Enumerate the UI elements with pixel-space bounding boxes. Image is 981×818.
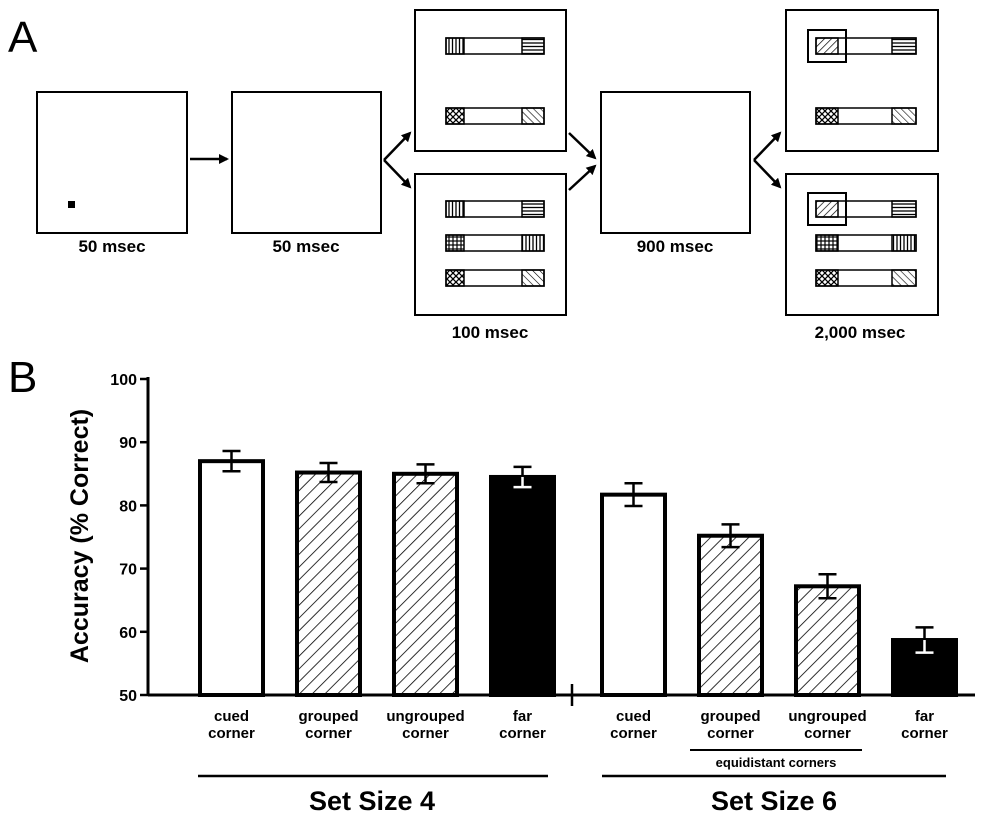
category-label: cued [616, 708, 651, 725]
category-label: corner [804, 725, 851, 742]
y-tick-label: 100 [110, 372, 137, 389]
arrow-branch-down [383, 159, 412, 189]
frame-display-set6 [414, 173, 567, 316]
frame-blank-1 [231, 91, 382, 234]
bar [794, 584, 861, 698]
bar [489, 474, 556, 697]
probe-box [807, 192, 847, 226]
y-tick-label: 70 [119, 562, 137, 579]
duration-label-3: 100 msec [452, 323, 529, 342]
bar [198, 459, 265, 697]
frame-probe-set4 [785, 9, 939, 152]
group-label: Set Size 6 [711, 786, 837, 816]
category-label: far [513, 708, 532, 725]
category-label: corner [707, 725, 754, 742]
panel-b-label: B [8, 353, 37, 402]
probe-box [807, 29, 847, 63]
category-label: ungrouped [386, 708, 464, 725]
arrow-branch-up-2 [753, 131, 782, 161]
bar [392, 471, 459, 697]
y-tick-label: 90 [119, 435, 137, 452]
arrow-merge-up [568, 164, 597, 191]
bar [697, 533, 764, 698]
duration-label-4: 900 msec [637, 237, 714, 256]
frame-display-set4 [414, 9, 567, 152]
y-tick-label: 80 [119, 498, 137, 515]
arrow-branch-down-2 [753, 159, 782, 189]
category-label: corner [499, 725, 546, 742]
frame-blank-2 [600, 91, 751, 234]
category-label: corner [305, 725, 352, 742]
y-tick-label: 60 [119, 625, 137, 642]
subgroup-label: equidistant corners [716, 755, 837, 770]
group-label: Set Size 4 [309, 786, 435, 816]
duration-label-1: 50 msec [78, 237, 145, 256]
category-label: far [915, 708, 934, 725]
bar [600, 492, 667, 697]
arrow-branch-up [383, 131, 412, 161]
category-label: corner [901, 725, 948, 742]
y-axis-title: Accuracy (% Correct) [66, 409, 94, 663]
duration-label-5: 2,000 msec [815, 323, 906, 342]
category-label: corner [208, 725, 255, 742]
cue-dot [68, 201, 75, 208]
arrow-merge-down [568, 132, 597, 160]
category-label: ungrouped [788, 708, 866, 725]
duration-label-2: 50 msec [272, 237, 339, 256]
bar-chart: 5060708090100cuedcornergroupedcornerungr… [110, 372, 975, 816]
frame-cue [36, 91, 188, 234]
category-label: grouped [299, 708, 359, 725]
frame-probe-set6 [785, 173, 939, 316]
bar [295, 470, 362, 698]
category-label: corner [610, 725, 657, 742]
category-label: cued [214, 708, 249, 725]
y-tick-label: 50 [119, 688, 137, 705]
category-label: grouped [701, 708, 761, 725]
category-label: corner [402, 725, 449, 742]
panel-a-label: A [8, 13, 38, 62]
